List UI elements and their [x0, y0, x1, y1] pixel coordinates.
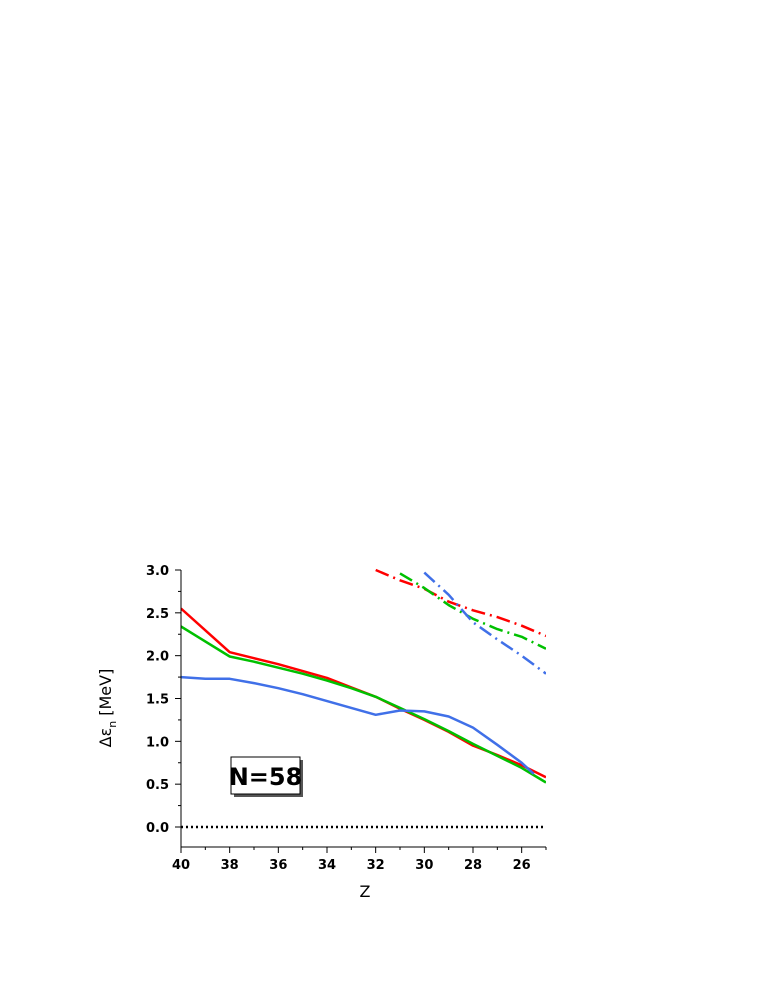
ticks-layer: 0.0 0.5 1.0 1.5 2.0 2.5 3.0 40 38 36 34 32 30 28 26 [146, 564, 547, 873]
x-axis-label: Z [360, 882, 371, 901]
x-tick-label: 40 [172, 858, 190, 873]
x-tick-label: 28 [464, 858, 482, 873]
y-tick-label: 1.5 [146, 693, 169, 708]
y-tick-label: 0.5 [146, 778, 169, 793]
x-tick-label: 36 [269, 858, 287, 873]
series-line-solid-1 [181, 625, 546, 784]
series-line-solid-2 [181, 675, 535, 775]
y-tick-label: 2.5 [146, 607, 169, 622]
y-tick-label: 2.0 [146, 650, 169, 665]
x-tick-label: 34 [318, 858, 336, 873]
annotation-box: N=58 [229, 756, 303, 797]
annotation-label: N=58 [229, 763, 303, 791]
series-line-dashdot-4 [399, 572, 546, 650]
y-axis-label: Δεn [MeV] [96, 669, 119, 748]
x-tick-label: 30 [415, 858, 433, 873]
series-layer [181, 568, 546, 829]
y-axis-label-main: Δε [96, 728, 115, 748]
y-axis-label-sub: n [106, 721, 119, 728]
x-tick-label: 38 [221, 858, 239, 873]
y-tick-label: 1.0 [146, 735, 169, 750]
series-line-dashdot-5 [423, 571, 546, 675]
axes-layer [180, 570, 546, 848]
x-tick-label: 26 [513, 858, 531, 873]
series-line-dashdot-3 [375, 568, 546, 638]
x-tick-label: 32 [367, 858, 385, 873]
y-tick-label: 0.0 [146, 821, 169, 836]
y-axis-label-unit: [MeV] [96, 669, 115, 716]
y-tick-label: 3.0 [146, 564, 169, 579]
